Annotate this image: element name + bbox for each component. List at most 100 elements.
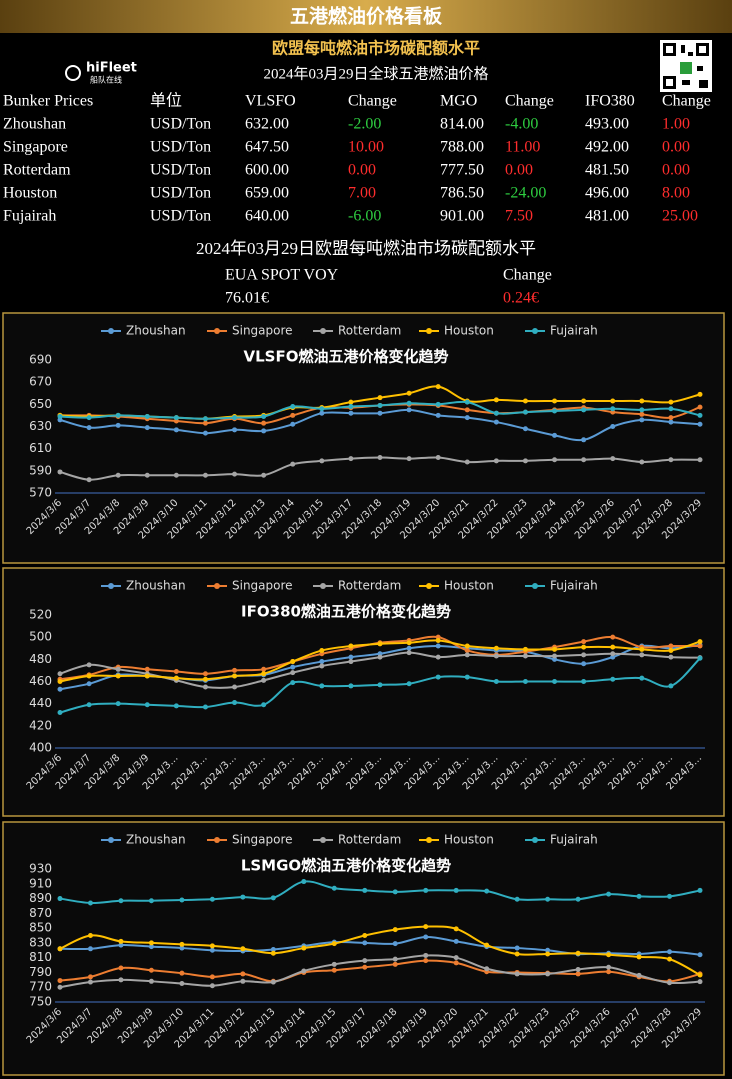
point <box>209 983 215 989</box>
point <box>290 412 296 418</box>
point <box>86 415 92 421</box>
point <box>270 895 276 901</box>
point <box>581 407 587 413</box>
point <box>435 412 441 418</box>
table-cell: Fujairah <box>3 208 56 225</box>
point <box>636 893 642 899</box>
point <box>406 400 412 406</box>
point <box>435 654 441 660</box>
y-tick-label: 850 <box>29 921 52 935</box>
point <box>581 661 587 667</box>
chart-panel <box>2 821 725 1076</box>
point <box>697 404 703 410</box>
legend-marker <box>532 328 538 334</box>
point <box>668 415 674 421</box>
point <box>575 896 581 902</box>
point <box>118 938 124 944</box>
point <box>464 399 470 405</box>
point <box>435 643 441 649</box>
point <box>636 954 642 960</box>
point <box>522 679 528 684</box>
table-cell: 481.00 <box>585 208 629 225</box>
point <box>639 407 645 413</box>
point <box>57 671 63 677</box>
point <box>522 653 528 659</box>
point <box>464 652 470 658</box>
point <box>348 654 354 660</box>
point <box>697 952 703 958</box>
table-cell: USD/Ton <box>150 139 211 156</box>
point <box>86 681 92 687</box>
point <box>697 979 703 985</box>
point <box>697 887 703 893</box>
point <box>453 887 459 893</box>
y-tick-label: 400 <box>29 741 52 755</box>
point <box>392 956 398 962</box>
point <box>392 927 398 933</box>
point <box>57 946 63 952</box>
y-tick-label: 440 <box>29 696 52 710</box>
series-line <box>59 925 701 976</box>
point <box>232 471 238 477</box>
point <box>348 404 354 410</box>
point <box>115 701 121 707</box>
point <box>270 979 276 985</box>
column-header: VLSFO <box>245 93 296 110</box>
point <box>290 461 296 467</box>
point <box>464 674 470 680</box>
legend-marker <box>108 837 114 843</box>
point <box>331 885 337 891</box>
legend-label: Singapore <box>232 324 293 338</box>
legend-marker <box>426 328 432 334</box>
point <box>552 432 558 438</box>
point <box>240 894 246 900</box>
point <box>514 951 520 957</box>
point <box>232 415 238 421</box>
point <box>319 663 325 669</box>
point <box>301 945 307 951</box>
point <box>581 398 587 404</box>
eua-title: 2024年03月29日欧盟每吨燃油市场碳配额水平 <box>196 239 536 258</box>
point <box>377 395 383 401</box>
point <box>639 652 645 658</box>
point <box>57 710 63 716</box>
point <box>348 399 354 405</box>
change-cell: 11.00 <box>505 139 540 156</box>
point <box>173 415 179 421</box>
point <box>377 402 383 408</box>
point <box>581 644 587 650</box>
point <box>610 676 616 682</box>
point <box>610 644 616 650</box>
point <box>493 458 499 464</box>
point <box>202 704 208 710</box>
column-header: 单位 <box>150 92 182 110</box>
line-chart: Zhoushan Singapore Rotterdam Houston Fujaira… <box>2 821 725 1076</box>
point <box>639 459 645 465</box>
point <box>639 398 645 404</box>
point <box>148 898 154 904</box>
point <box>209 947 215 953</box>
point <box>514 971 520 977</box>
table-cell: USD/Ton <box>150 116 211 133</box>
point <box>423 958 429 964</box>
point <box>522 398 528 404</box>
change-cell: 10.00 <box>348 139 384 156</box>
point <box>348 456 354 462</box>
point <box>606 891 612 897</box>
chart-title: IFO380燃油五港价格变化趋势 <box>241 603 451 621</box>
point <box>423 924 429 930</box>
chart-title: VLSFO燃油五港价格变化趋势 <box>244 348 449 366</box>
point <box>552 408 558 414</box>
point <box>581 652 587 658</box>
point <box>667 956 673 962</box>
point <box>406 390 412 396</box>
point <box>639 646 645 652</box>
legend-marker <box>532 837 538 843</box>
column-header: MGO <box>440 93 477 110</box>
point <box>362 940 368 946</box>
point <box>173 427 179 433</box>
point <box>319 659 325 665</box>
banner <box>0 0 732 33</box>
point <box>406 456 412 462</box>
change-cell: 25.00 <box>662 208 698 225</box>
